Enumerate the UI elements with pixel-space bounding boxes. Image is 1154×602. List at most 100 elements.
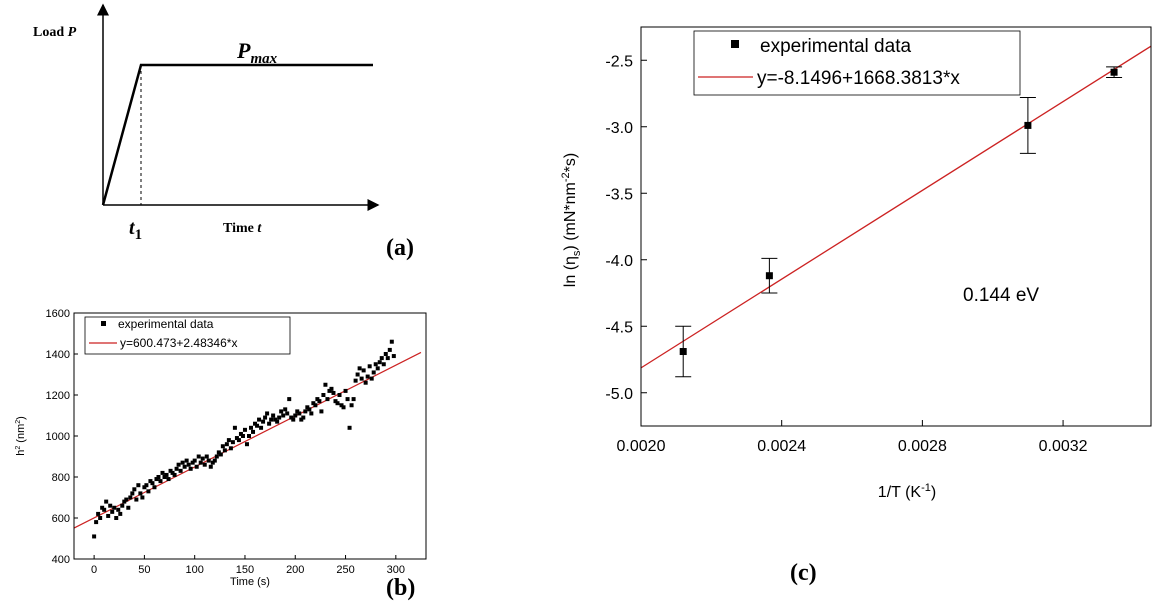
panel-b-data-point	[218, 452, 223, 457]
panel-b-data-point	[180, 460, 185, 465]
panel-c-data-point	[1110, 68, 1118, 76]
panel-b-data-point	[307, 407, 312, 412]
panel-b-chart: 0 50 100 150 200 250 300 400 600 800 1000 1200 1400 1…	[15, 308, 427, 601]
panel-b-data-point	[257, 417, 262, 422]
panel-b-data-point	[333, 399, 338, 404]
panel-b-data-point	[192, 458, 197, 463]
panel-b-y-tick-label: 800	[52, 472, 70, 484]
panel-b-data-point	[190, 460, 195, 465]
panel-b-data-point	[110, 509, 115, 514]
panel-b-x-axis-title: Time (s)	[230, 576, 270, 588]
panel-b-data-point	[152, 485, 157, 490]
panel-c-x-tick-label: 0.0020	[617, 438, 666, 455]
panel-b-legend-marker	[101, 321, 106, 326]
panel-b-data-point	[385, 356, 390, 361]
panel-b-data-point	[206, 458, 211, 463]
panel-b-x-tick-label: 100	[186, 564, 204, 576]
panel-c-y-tick-label: -3.0	[605, 120, 633, 137]
panel-b-data-point	[353, 378, 358, 383]
panel-b-label: (b)	[386, 575, 415, 601]
panel-b-data-point	[214, 454, 219, 459]
panel-b-data-point	[379, 356, 384, 361]
panel-b-data-point	[303, 409, 308, 414]
panel-a-label: (a)	[386, 235, 414, 261]
panel-b-ticks: 0 50 100 150 200 250 300 400 600 800 1000 1200 1400 1…	[46, 308, 405, 576]
panel-b-data-point	[365, 374, 370, 379]
panel-b-data-point	[116, 507, 121, 512]
panel-c-y-tick-label: -4.0	[605, 253, 633, 270]
panel-b-data-point	[299, 417, 304, 422]
panel-b-data-point	[329, 386, 334, 391]
panel-b-data-point	[273, 417, 278, 422]
panel-b-data-point	[120, 503, 125, 508]
panel-b-data-point	[377, 360, 382, 365]
panel-b-data-point	[132, 487, 137, 492]
panel-b-x-tick-label: 300	[387, 564, 405, 576]
panel-b-data-point	[355, 372, 360, 377]
panel-b-data-point	[387, 347, 392, 352]
panel-c-x-tick-label: 0.0028	[898, 438, 947, 455]
panel-b-data-point	[216, 450, 221, 455]
panel-b-data-point	[321, 393, 326, 397]
panel-b-data-point	[279, 409, 284, 414]
panel-b-data-point	[158, 479, 163, 484]
panel-b-data-point	[226, 438, 231, 443]
panel-c-data-point	[765, 272, 773, 280]
panel-c-data-point	[1024, 121, 1032, 129]
panel-b-data-point	[154, 477, 159, 482]
panel-b-data-point	[335, 401, 340, 406]
panel-b-data-point	[130, 491, 135, 496]
panel-b-data-point	[108, 503, 113, 508]
panel-b-data-point	[287, 397, 292, 402]
panel-c-x-tick-label: 0.0024	[757, 438, 806, 455]
panel-b-data-point	[371, 370, 376, 375]
panel-c-frame	[640, 26, 1152, 427]
panel-b-data-point	[196, 454, 201, 459]
panel-c-label: (c)	[790, 560, 817, 586]
panel-b-legend: experimental data y=600.473+2.48346*x	[84, 316, 291, 355]
panel-c-annotation: 0.144 eV	[963, 285, 1039, 306]
panel-c-x-tick-label: 0.0032	[1039, 438, 1088, 455]
panel-b-data-point	[112, 505, 117, 510]
panel-a-t1-label: t1	[129, 217, 142, 243]
panel-b-data-point	[271, 413, 276, 418]
panel-b-data-point	[391, 354, 396, 359]
panel-b-data-point	[202, 462, 207, 467]
panel-b-data-point	[361, 368, 366, 373]
panel-b-data-point	[186, 462, 191, 467]
panel-b-plot-area	[73, 339, 422, 539]
panel-b-data-point	[96, 511, 101, 516]
panel-b-legend-points-label: experimental data	[118, 317, 214, 331]
panel-b-data-point	[178, 468, 183, 473]
panel-b-data-point	[172, 472, 177, 477]
panel-b-data-point	[315, 397, 320, 402]
panel-b-data-point	[297, 411, 302, 416]
panel-b-x-tick-label: 0	[91, 564, 97, 576]
panel-c-legend-box	[693, 30, 1021, 96]
panel-b-data-point	[174, 466, 179, 471]
panel-b-data-point	[182, 464, 187, 469]
panel-b-data-point	[311, 401, 316, 406]
panel-b-data-point	[100, 505, 105, 510]
panel-b-data-point	[301, 415, 306, 420]
panel-c-data-point	[679, 348, 687, 356]
panel-b-data-point	[277, 415, 282, 420]
panel-c-legend: experimental data y=-8.1496+1668.3813*x	[693, 30, 1021, 96]
panel-b-data-point	[136, 483, 141, 488]
panel-b-data-point	[148, 479, 153, 484]
panel-c-y-axis-title: ln (ηs) (mN*nm-2*s)	[560, 153, 583, 287]
panel-b-data-point	[146, 489, 151, 494]
panel-b-data-point	[337, 393, 342, 397]
panel-b-data-point	[246, 434, 251, 438]
panel-b-data-point	[208, 464, 213, 469]
panel-c-y-tick-label: -2.5	[605, 53, 633, 70]
panel-b-data-point	[114, 516, 119, 520]
panel-b-data-point	[331, 390, 336, 395]
panel-b-data-point	[363, 380, 368, 385]
panel-b-data-point	[168, 468, 173, 473]
panel-b-data-point	[309, 411, 314, 416]
panel-b-data-point	[210, 460, 215, 465]
panel-b-y-tick-label: 1400	[46, 349, 70, 361]
panel-b-data-point	[383, 352, 388, 356]
